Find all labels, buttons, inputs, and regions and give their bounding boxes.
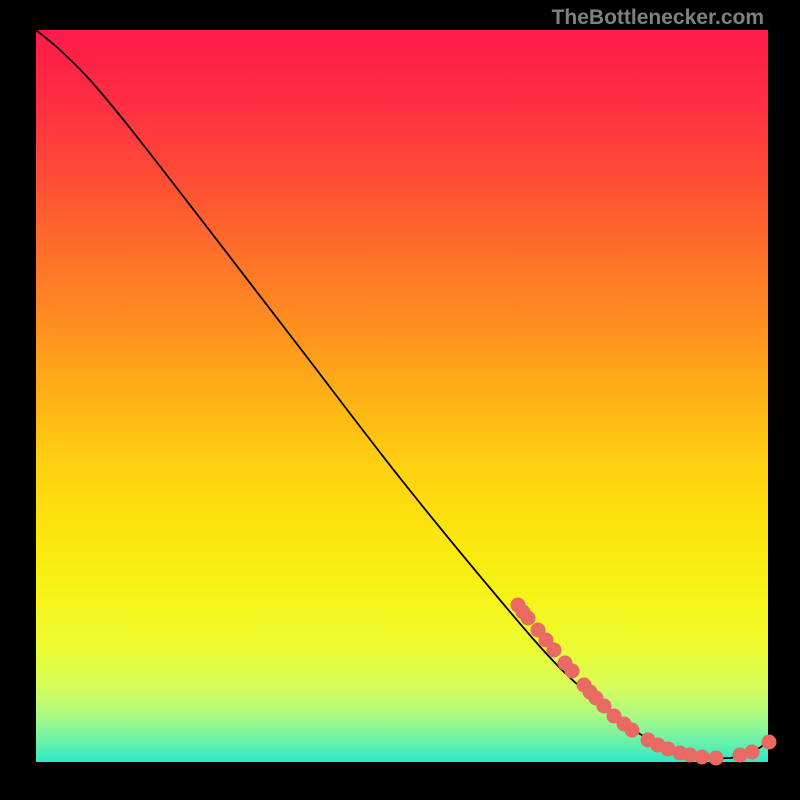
data-marker xyxy=(625,723,640,738)
data-marker xyxy=(709,751,724,766)
watermark-text: TheBottlenecker.com xyxy=(552,6,764,30)
data-marker xyxy=(547,643,562,658)
data-marker xyxy=(762,735,777,750)
data-marker xyxy=(521,611,536,626)
gradient-background xyxy=(36,30,768,762)
data-marker xyxy=(695,750,710,765)
data-marker xyxy=(745,745,760,760)
chart-svg xyxy=(0,0,800,800)
data-marker xyxy=(565,664,580,679)
